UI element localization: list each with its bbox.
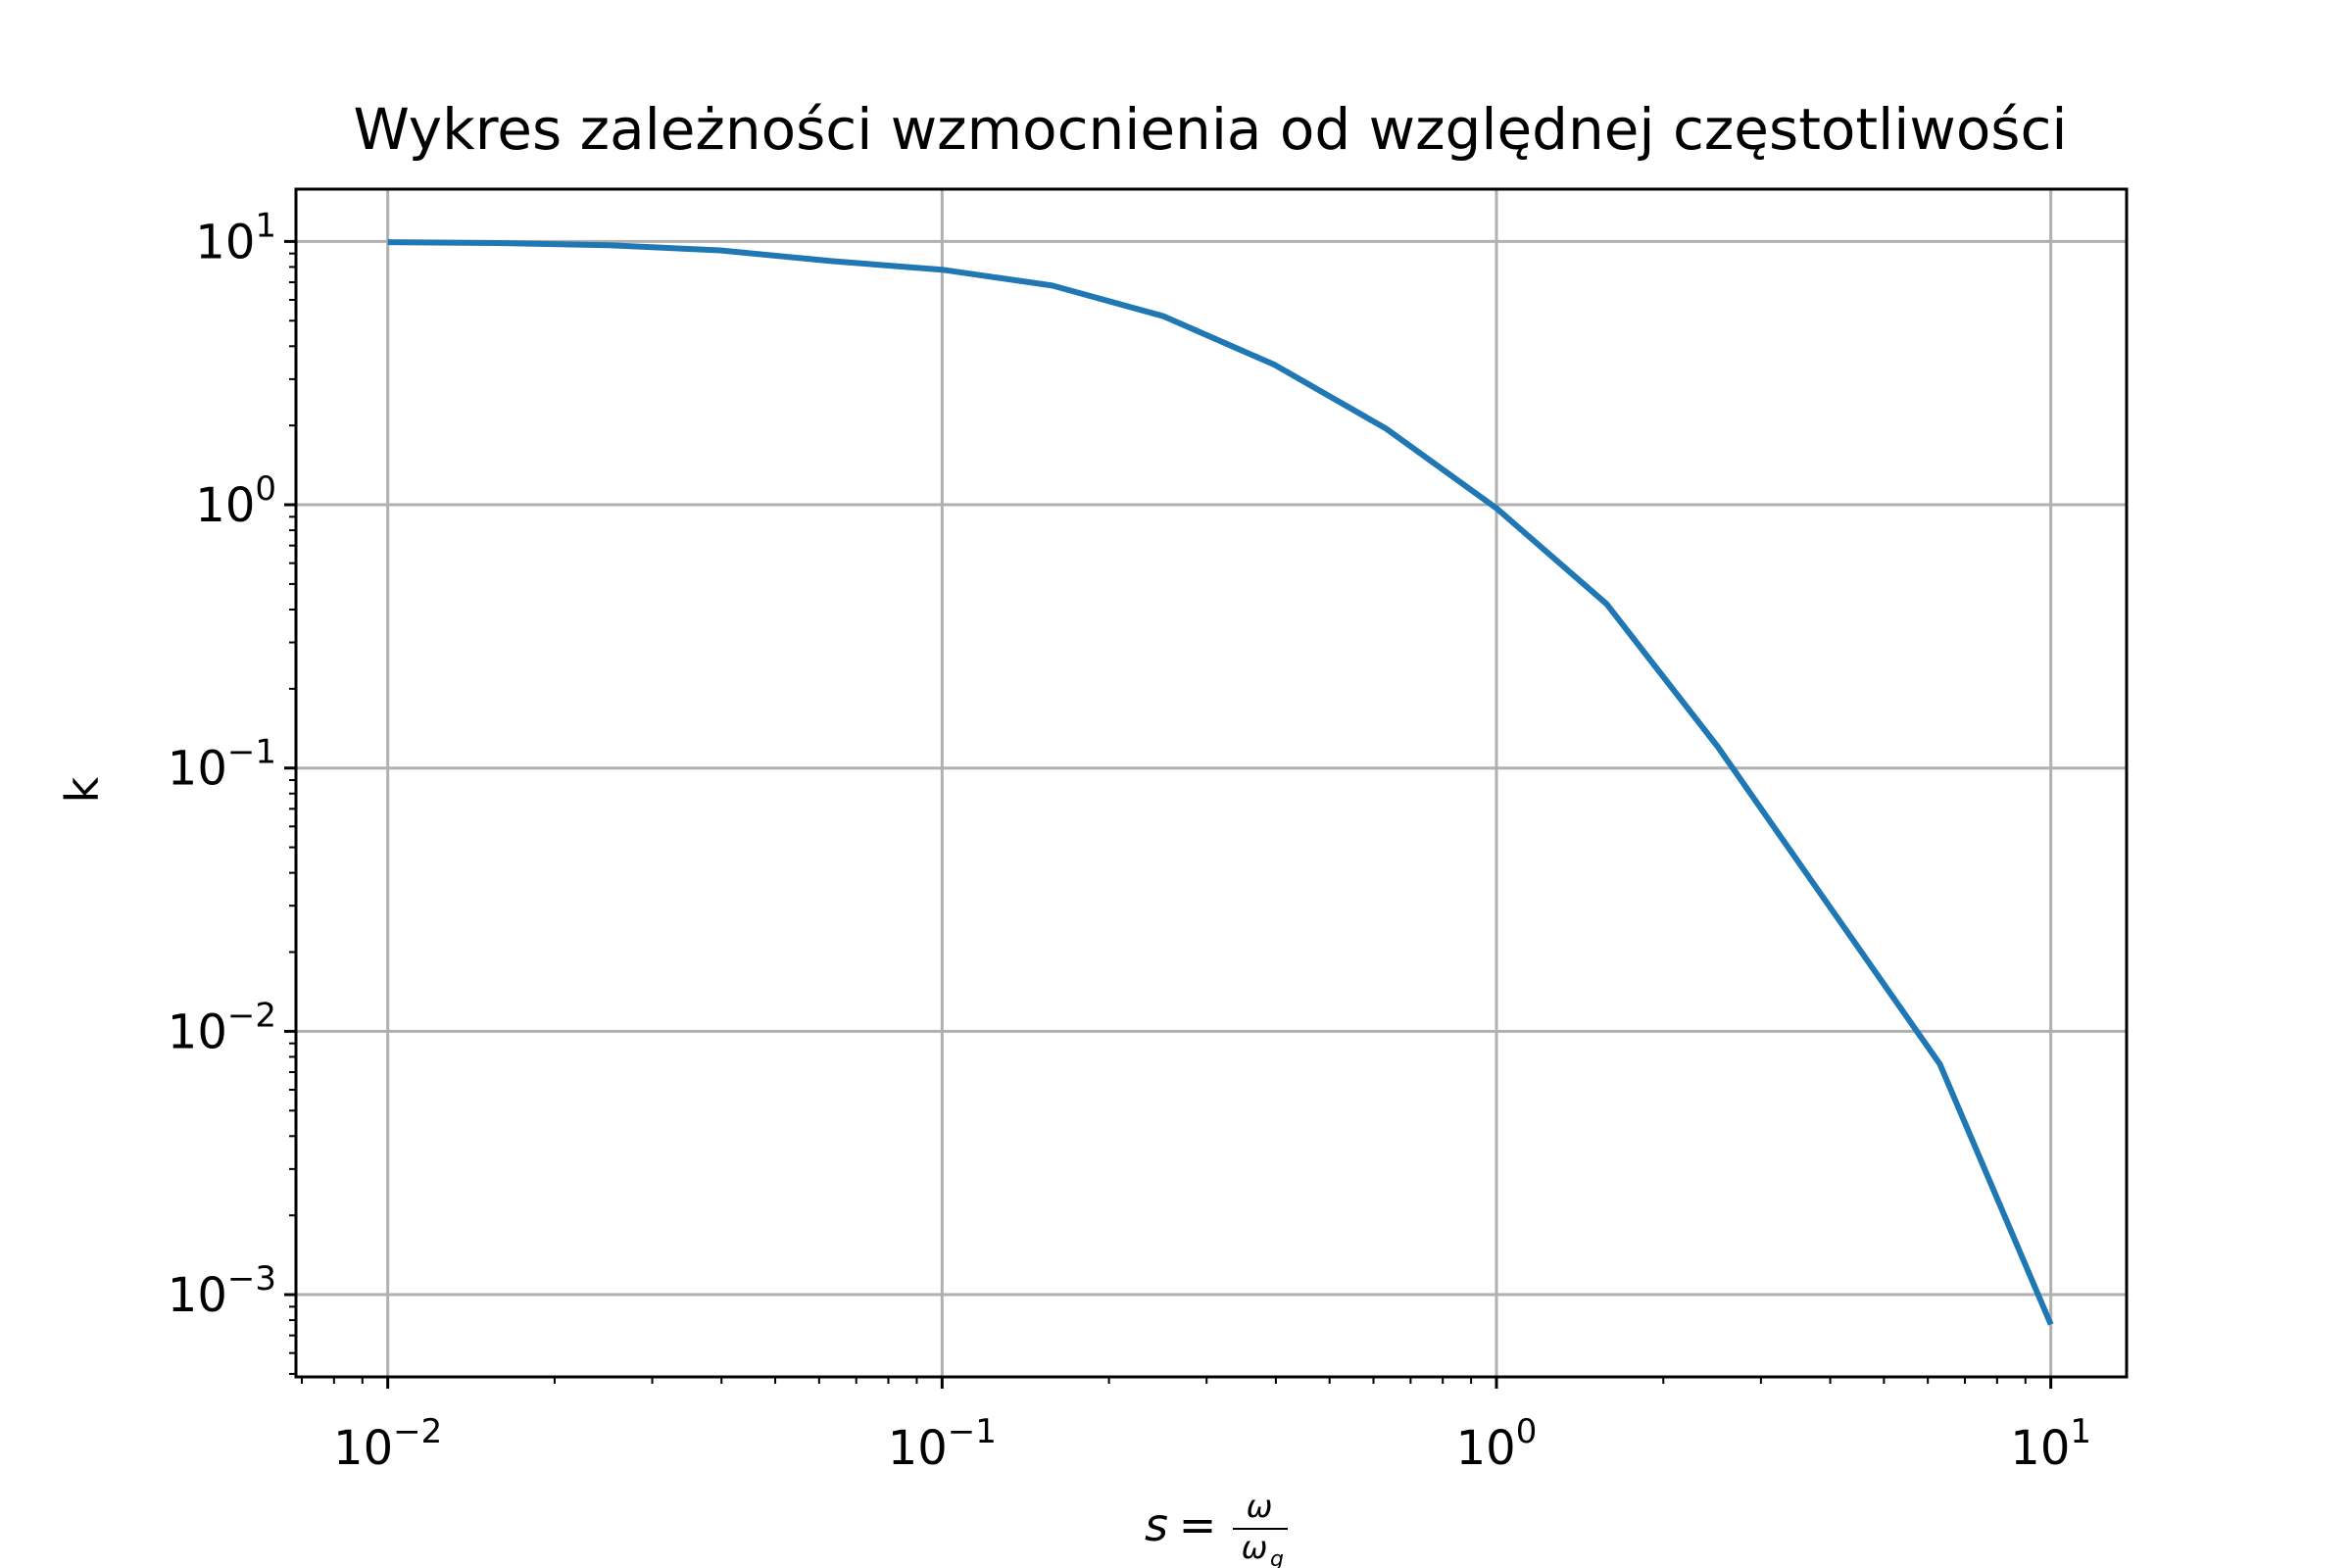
y-tick-label-exponent: −3 xyxy=(227,1259,276,1298)
x-tick-label-base: 10 xyxy=(2010,1421,2070,1476)
y-tick-label-exponent: 0 xyxy=(255,469,276,509)
x-tick-label-exponent: −2 xyxy=(393,1412,442,1451)
x-tick-label-exponent: −1 xyxy=(948,1412,997,1451)
series-line xyxy=(387,239,2054,1326)
plot-area-frame xyxy=(294,187,2129,1379)
y-tick-label: 10−3 xyxy=(168,1259,276,1323)
x-axis-label: s = ω ω g xyxy=(1145,1488,1288,1568)
x-tick-label: 101 xyxy=(2010,1412,2091,1476)
y-axis-label: k xyxy=(56,776,109,803)
y-tick-label-exponent: −2 xyxy=(227,996,276,1035)
x-tick-label-exponent: 1 xyxy=(2070,1412,2091,1451)
minor-ticks xyxy=(289,252,2027,1384)
x-tick-label-base: 10 xyxy=(333,1421,393,1476)
x-axis-label-equals: = xyxy=(1179,1498,1217,1551)
y-tick-label: 101 xyxy=(195,206,276,270)
y-tick-label-base: 10 xyxy=(195,478,255,533)
y-tick-label-exponent: 1 xyxy=(255,206,276,245)
x-tick-label: 10−2 xyxy=(333,1412,442,1476)
y-tick-label: 100 xyxy=(195,469,276,533)
series-layer xyxy=(387,239,2054,1326)
y-tick-label: 10−2 xyxy=(168,996,276,1059)
y-tick-label-base: 10 xyxy=(168,742,227,797)
x-tick-label: 100 xyxy=(1456,1412,1538,1476)
y-tick-label: 10−1 xyxy=(168,733,276,797)
x-tick-labels: 10−2 10−1 100 101 xyxy=(333,1412,2091,1476)
y-tick-label-base: 10 xyxy=(168,1268,227,1323)
x-tick-label-base: 10 xyxy=(1456,1421,1516,1476)
x-axis-label-variable: s xyxy=(1145,1498,1168,1551)
x-axis-label-denominator: ω xyxy=(1242,1529,1268,1566)
y-tick-label-exponent: −1 xyxy=(227,733,276,772)
grid xyxy=(296,189,2127,1377)
x-axis-label-numerator: ω xyxy=(1247,1488,1273,1525)
y-tick-label-base: 10 xyxy=(168,1004,227,1059)
x-tick-label-base: 10 xyxy=(888,1421,948,1476)
x-tick-label: 10−1 xyxy=(888,1412,997,1476)
x-tick-label-exponent: 0 xyxy=(1516,1412,1538,1451)
chart-title: Wykres zależności wzmocnienia od względn… xyxy=(353,96,2067,163)
y-tick-label-base: 10 xyxy=(195,215,255,270)
major-ticks xyxy=(284,239,2053,1389)
x-axis-label-denominator-subscript: g xyxy=(1270,1547,1284,1568)
